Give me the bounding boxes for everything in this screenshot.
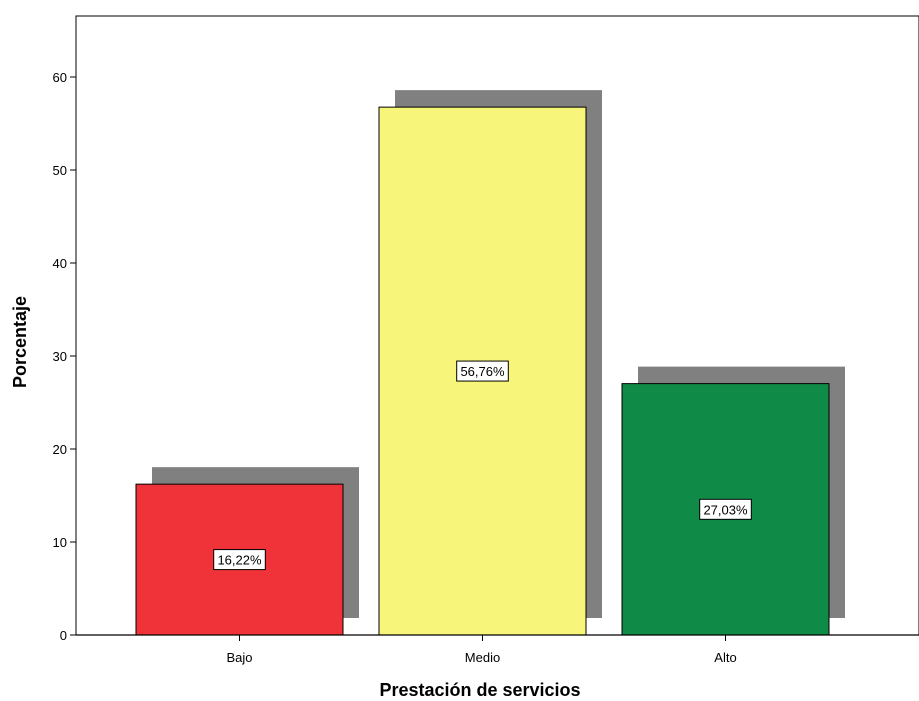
y-tick-label: 50 [53, 163, 67, 178]
y-tick-label: 30 [53, 349, 67, 364]
data-labels: 16,22% 56,76% 27,03% [213, 360, 752, 571]
y-tick-label: 40 [53, 256, 67, 271]
x-axis: Bajo Medio Alto [76, 634, 919, 665]
y-tick-label: 10 [53, 535, 67, 550]
x-tick-label: Medio [465, 650, 500, 665]
y-tick-label: 60 [53, 70, 67, 85]
x-tick-label: Bajo [226, 650, 252, 665]
data-label-box [213, 549, 266, 571]
data-label: 27,03% [703, 502, 748, 517]
x-axis-title: Prestación de servicios [379, 680, 580, 700]
y-axis-title: Porcentaje [10, 296, 30, 388]
y-tick-label: 0 [60, 628, 67, 643]
x-tick-label: Alto [714, 650, 736, 665]
y-tick-label: 20 [53, 442, 67, 457]
y-axis: 0 10 20 30 40 50 60 [53, 70, 76, 643]
data-label-box [699, 498, 752, 520]
data-label-box [456, 360, 509, 382]
data-label: 56,76% [460, 364, 505, 379]
data-label: 16,22% [217, 553, 262, 568]
